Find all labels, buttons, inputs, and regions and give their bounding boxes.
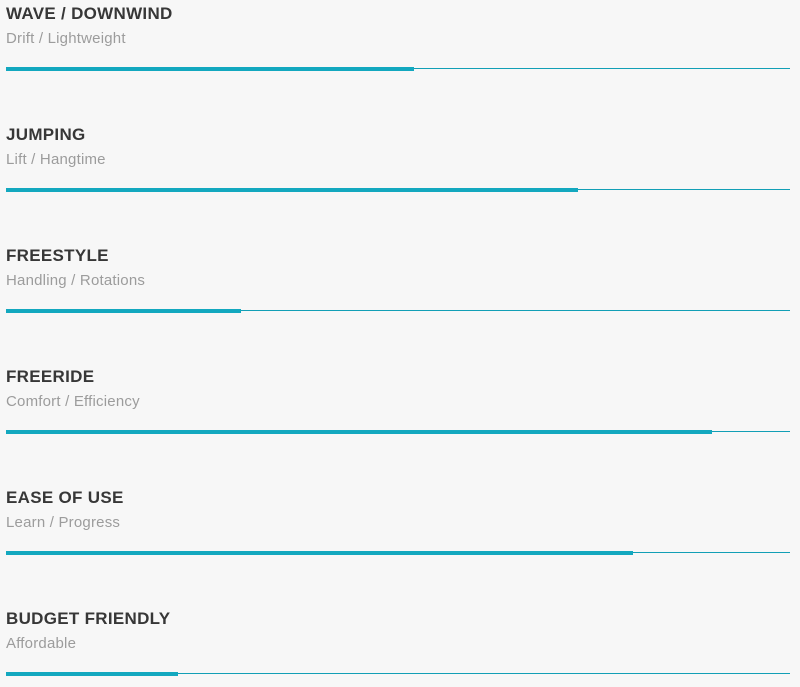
metric-title: JUMPING (6, 125, 790, 145)
metric-subtitle: Affordable (6, 635, 790, 652)
metric-freestyle: FREESTYLE Handling / Rotations (6, 246, 790, 313)
metric-bar-fill (6, 188, 578, 192)
metric-jumping: JUMPING Lift / Hangtime (6, 125, 790, 192)
metric-bar-fill (6, 672, 178, 676)
metric-subtitle: Lift / Hangtime (6, 151, 790, 168)
metric-subtitle: Drift / Lightweight (6, 30, 790, 47)
metric-title: WAVE / DOWNWIND (6, 4, 790, 24)
metric-title: BUDGET FRIENDLY (6, 609, 790, 629)
metric-subtitle: Comfort / Efficiency (6, 393, 790, 410)
metric-bar (6, 672, 790, 676)
metric-title: FREESTYLE (6, 246, 790, 266)
metric-bar (6, 309, 790, 313)
metric-ease-of-use: EASE OF USE Learn / Progress (6, 488, 790, 555)
metric-bar-fill (6, 309, 241, 313)
metric-title: FREERIDE (6, 367, 790, 387)
metric-bar-fill (6, 67, 414, 71)
metric-wave-downwind: WAVE / DOWNWIND Drift / Lightweight (6, 4, 790, 71)
metric-bar-fill (6, 551, 633, 555)
metric-subtitle: Learn / Progress (6, 514, 790, 531)
metric-budget-friendly: BUDGET FRIENDLY Affordable (6, 609, 790, 676)
metric-bar (6, 430, 790, 434)
metrics-panel: WAVE / DOWNWIND Drift / Lightweight JUMP… (0, 0, 800, 676)
metric-bar (6, 67, 790, 71)
metric-bar (6, 551, 790, 555)
metric-bar (6, 188, 790, 192)
metric-title: EASE OF USE (6, 488, 790, 508)
metric-subtitle: Handling / Rotations (6, 272, 790, 289)
metric-freeride: FREERIDE Comfort / Efficiency (6, 367, 790, 434)
metric-bar-fill (6, 430, 712, 434)
